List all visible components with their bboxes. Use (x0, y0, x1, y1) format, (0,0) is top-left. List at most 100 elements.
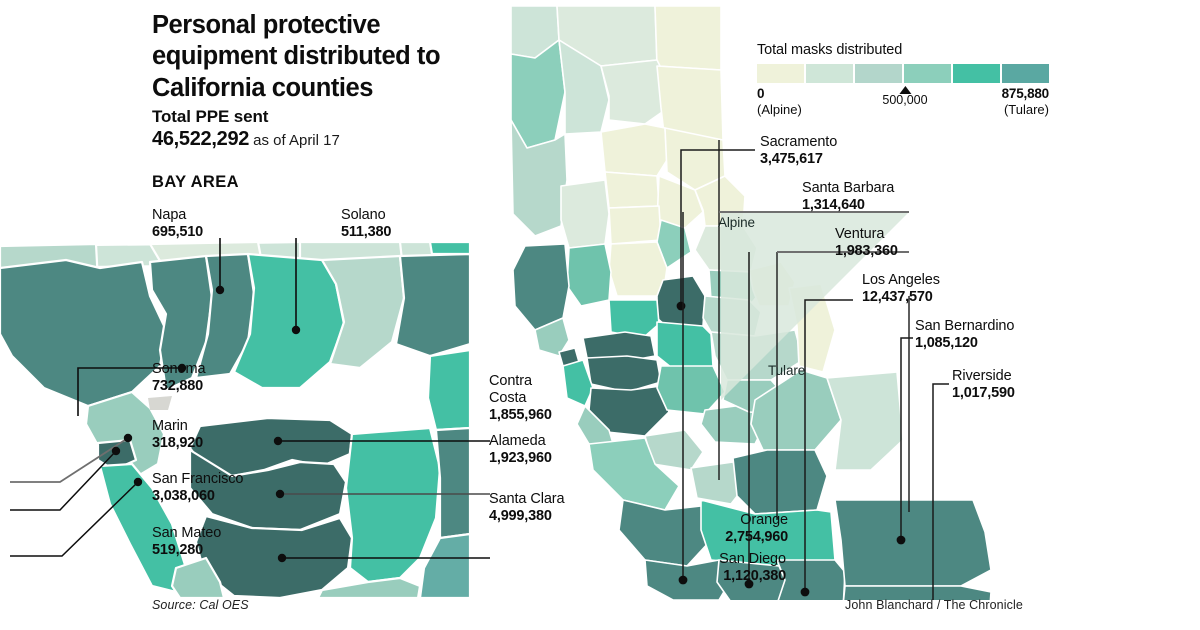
california-state-map[interactable] (505, 0, 1045, 600)
callout-santa-clara-name: Santa Clara (489, 491, 565, 507)
callout-san-mateo: San Mateo 519,280 (152, 525, 221, 559)
legend-high: 875,880 (Tulare) (1001, 86, 1050, 117)
callout-napa-value: 695,510 (152, 223, 204, 240)
county-mendocino (510, 119, 568, 237)
bay-bg-east-mid (418, 532, 472, 598)
bay-bg-far-east-green (428, 240, 472, 256)
total-ppe-asof: as of April 17 (253, 132, 340, 150)
legend-low-value: 0 (757, 86, 765, 101)
callout-los-angeles: Los Angeles 12,437,570 (862, 272, 940, 306)
county-san-joaquin (656, 321, 714, 373)
county-shasta (600, 59, 666, 125)
county-san-mateo-state (562, 359, 594, 407)
state-leader-lines (676, 149, 949, 600)
county-los-angeles[interactable] (776, 559, 846, 600)
callout-napa: Napa 695,510 (152, 207, 203, 241)
legend-low-county: (Alpine) (757, 101, 802, 117)
inset-reference-band (721, 212, 909, 400)
callout-contra-costa-name1: Contra (489, 373, 532, 389)
callout-sacramento: Sacramento 3,475,617 (760, 134, 837, 168)
callout-los-angeles-value: 12,437,570 (862, 288, 933, 305)
county-glenn (604, 171, 660, 209)
callout-san-diego: San Diego 1,120,380 (578, 551, 786, 585)
total-ppe-label: Total PPE sent (152, 107, 269, 126)
county-solano[interactable] (232, 252, 346, 390)
bay-bg-far-east-dark (394, 252, 472, 358)
callout-solano-name: Solano (341, 207, 386, 223)
legend-swatch-4 (904, 64, 951, 83)
callout-santa-barbara: Santa Barbara 1,314,640 (802, 180, 894, 214)
county-inyo (826, 371, 904, 471)
county-stanislaus (656, 365, 726, 415)
legend-swatch-1 (757, 64, 804, 83)
callout-santa-barbara-value: 1,314,640 (802, 196, 865, 213)
callout-ventura-name: Ventura (835, 226, 885, 242)
county-san-luis-obispo[interactable] (618, 499, 712, 567)
legend-swatch-5 (953, 64, 1000, 83)
county-tulare[interactable] (732, 449, 828, 515)
bay-leader-lines (10, 238, 490, 563)
callout-santa-barbara-name: Santa Barbara (802, 180, 895, 196)
callout-marin-value: 318,920 (152, 434, 204, 451)
callout-solano-value: 511,380 (341, 223, 392, 240)
legend-swatch-6 (1002, 64, 1049, 83)
left-column: Personal protective equipment distribute… (0, 0, 565, 630)
total-ppe-value: 46,522,292 (152, 128, 250, 151)
inset-connector-frames (718, 140, 910, 520)
source-note: Source: Cal OES (152, 598, 249, 612)
callout-napa-name: Napa (152, 207, 187, 223)
callout-contra-costa-value: 1,855,960 (489, 406, 552, 423)
map-legend: Total masks distributed 0 (Alpine) 500,0… (757, 42, 1051, 126)
callout-santa-clara-value: 4,999,380 (489, 507, 552, 524)
callout-ventura: Ventura 1,983,360 (835, 226, 898, 260)
inmap-label-tulare: Tulare (768, 363, 806, 378)
callout-alameda: Alameda 1,923,960 (489, 433, 552, 467)
callout-san-mateo-name: San Mateo (152, 525, 222, 541)
legend-high-value: 875,880 (1001, 86, 1050, 101)
bay-bg-east-green2 (426, 348, 472, 432)
callout-sonoma-value: 732,880 (152, 377, 204, 394)
bay-area-map[interactable] (0, 238, 500, 598)
callout-orange-value: 2,754,960 (725, 528, 788, 545)
callout-orange: Orange 2,754,960 (598, 512, 788, 546)
callout-san-bernardino-name: San Bernardino (915, 318, 1015, 334)
callout-sacramento-name: Sacramento (760, 134, 838, 150)
callout-orange-name: Orange (740, 512, 788, 528)
callout-san-diego-name: San Diego (719, 551, 786, 567)
county-humboldt (510, 39, 566, 149)
inmap-label-alpine: Alpine (718, 215, 755, 230)
callout-contra-costa-name2: Costa (489, 389, 527, 406)
callout-riverside-value: 1,017,590 (952, 384, 1015, 401)
bay-county-santa-cruz (170, 556, 226, 598)
county-modoc (654, 5, 722, 71)
county-marin-state (534, 317, 570, 357)
callout-marin: Marin 318,920 (152, 418, 203, 452)
callout-los-angeles-name: Los Angeles (862, 272, 940, 288)
total-ppe-block: Total PPE sent 46,522,292 as of April 17 (152, 106, 482, 151)
legend-low: 0 (Alpine) (757, 86, 802, 117)
bay-area-section-title: BAY AREA (152, 173, 239, 191)
county-san-bernardino[interactable] (834, 499, 992, 587)
county-alameda[interactable] (188, 448, 348, 532)
legend-labels: 0 (Alpine) 500,000 875,880 (Tulare) (757, 86, 1049, 126)
callout-san-francisco-value: 3,038,060 (152, 487, 215, 504)
bay-water-notch (148, 396, 172, 410)
page-title: Personal protective equipment distribute… (152, 11, 441, 102)
county-yolo (608, 241, 668, 297)
callout-san-bernardino-value: 1,085,120 (915, 334, 978, 351)
callout-alameda-value: 1,923,960 (489, 449, 552, 466)
legend-swatches (757, 64, 1049, 83)
county-riverside[interactable] (842, 585, 992, 600)
legend-high-county: (Tulare) (1003, 101, 1049, 117)
bay-area-map-svg (0, 238, 490, 598)
county-sonoma[interactable] (0, 258, 168, 408)
county-colusa (608, 205, 662, 245)
total-ppe-line: 46,522,292 as of April 17 (152, 128, 482, 151)
legend-mid-value: 500,000 (882, 93, 928, 107)
legend-mid: 500,000 (882, 86, 928, 108)
county-alameda-state[interactable] (586, 355, 662, 393)
county-monterey (588, 437, 680, 511)
callout-contra-costa: Contra Costa 1,855,960 (489, 373, 552, 424)
legend-mid-arrow-icon (899, 86, 911, 94)
callout-san-francisco: San Francisco 3,038,060 (152, 471, 243, 505)
